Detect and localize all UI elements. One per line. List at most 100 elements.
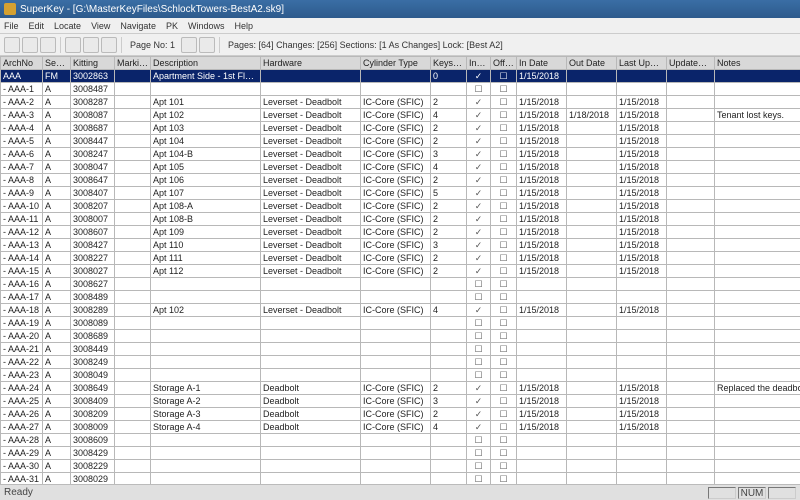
cell-in[interactable]	[517, 473, 567, 485]
cell-o[interactable]: ☐	[491, 395, 517, 408]
cell-s[interactable]: A	[43, 317, 71, 330]
cell-h[interactable]: Leverset - Deadbolt	[261, 122, 361, 135]
cell-out[interactable]	[567, 291, 617, 304]
cell-out[interactable]	[567, 83, 617, 96]
cell-h[interactable]: Leverset - Deadbolt	[261, 226, 361, 239]
cell-u[interactable]: ✓	[467, 395, 491, 408]
cell-h[interactable]: Deadbolt	[261, 421, 361, 434]
cell-o[interactable]: ☐	[491, 200, 517, 213]
cell-h[interactable]: Leverset - Deadbolt	[261, 187, 361, 200]
cell-s[interactable]: A	[43, 109, 71, 122]
cell-h[interactable]	[261, 83, 361, 96]
cell-k[interactable]: 3008687	[71, 122, 115, 135]
cell-a[interactable]: AAA	[1, 70, 43, 83]
cell-u[interactable]: ☐	[467, 83, 491, 96]
cell-out[interactable]	[567, 317, 617, 330]
table-row[interactable]: - AAA-1A3008487☐☐	[1, 83, 800, 96]
cell-m[interactable]	[115, 187, 151, 200]
cell-o[interactable]: ☐	[491, 148, 517, 161]
cell-m[interactable]	[115, 122, 151, 135]
cell-u[interactable]: ✓	[467, 187, 491, 200]
cell-c[interactable]: IC-Core (SFIC)	[361, 252, 431, 265]
cell-s[interactable]: A	[43, 265, 71, 278]
cell-out[interactable]	[567, 434, 617, 447]
table-row[interactable]: - AAA-21A3008449☐☐	[1, 343, 800, 356]
cell-kc[interactable]: 2	[431, 135, 467, 148]
cell-o[interactable]: ☐	[491, 265, 517, 278]
cell-u[interactable]: ☐	[467, 434, 491, 447]
cell-c[interactable]	[361, 330, 431, 343]
cell-d[interactable]: Apt 108-A	[151, 200, 261, 213]
cell-ub[interactable]	[667, 70, 715, 83]
cell-in[interactable]	[517, 434, 567, 447]
cell-o[interactable]: ☐	[491, 239, 517, 252]
cell-n[interactable]	[715, 408, 800, 421]
cell-o[interactable]: ☐	[491, 369, 517, 382]
cell-out[interactable]	[567, 265, 617, 278]
cell-lu[interactable]	[617, 83, 667, 96]
cell-ub[interactable]	[667, 135, 715, 148]
cell-h[interactable]	[261, 317, 361, 330]
cell-u[interactable]: ☐	[467, 447, 491, 460]
table-row[interactable]: - AAA-20A3008689☐☐	[1, 330, 800, 343]
cell-c[interactable]	[361, 369, 431, 382]
cell-c[interactable]: IC-Core (SFIC)	[361, 109, 431, 122]
cell-m[interactable]	[115, 473, 151, 485]
cell-s[interactable]: A	[43, 330, 71, 343]
cell-k[interactable]: 3008087	[71, 109, 115, 122]
cell-ub[interactable]	[667, 343, 715, 356]
tb-btn-4[interactable]	[65, 37, 81, 53]
cell-m[interactable]	[115, 174, 151, 187]
cell-h[interactable]: Leverset - Deadbolt	[261, 174, 361, 187]
cell-d[interactable]: Apt 103	[151, 122, 261, 135]
cell-lu[interactable]	[617, 447, 667, 460]
cell-u[interactable]: ☐	[467, 317, 491, 330]
cell-ub[interactable]	[667, 278, 715, 291]
cell-o[interactable]: ☐	[491, 109, 517, 122]
cell-ub[interactable]	[667, 447, 715, 460]
cell-h[interactable]: Deadbolt	[261, 395, 361, 408]
cell-ub[interactable]	[667, 356, 715, 369]
table-row[interactable]: - AAA-22A3008249☐☐	[1, 356, 800, 369]
cell-ub[interactable]	[667, 226, 715, 239]
cell-o[interactable]: ☐	[491, 252, 517, 265]
cell-s[interactable]: A	[43, 83, 71, 96]
cell-d[interactable]: Apt 107	[151, 187, 261, 200]
cell-lu[interactable]: 1/15/2018	[617, 382, 667, 395]
cell-u[interactable]: ✓	[467, 174, 491, 187]
cell-c[interactable]: IC-Core (SFIC)	[361, 304, 431, 317]
cell-n[interactable]	[715, 330, 800, 343]
cell-k[interactable]: 3008489	[71, 291, 115, 304]
cell-lu[interactable]: 1/15/2018	[617, 304, 667, 317]
cell-ub[interactable]	[667, 291, 715, 304]
cell-kc[interactable]	[431, 330, 467, 343]
cell-kc[interactable]: 2	[431, 96, 467, 109]
cell-n[interactable]	[715, 343, 800, 356]
cell-lu[interactable]: 1/15/2018	[617, 148, 667, 161]
cell-d[interactable]: Storage A-1	[151, 382, 261, 395]
cell-m[interactable]	[115, 395, 151, 408]
cell-m[interactable]	[115, 330, 151, 343]
cell-ub[interactable]	[667, 83, 715, 96]
cell-m[interactable]	[115, 291, 151, 304]
cell-k[interactable]: 3008287	[71, 96, 115, 109]
cell-m[interactable]	[115, 226, 151, 239]
cell-c[interactable]: IC-Core (SFIC)	[361, 135, 431, 148]
cell-o[interactable]: ☐	[491, 187, 517, 200]
cell-u[interactable]: ✓	[467, 161, 491, 174]
table-row[interactable]: - AAA-9A3008407Apt 107Leverset - Deadbol…	[1, 187, 800, 200]
cell-u[interactable]: ✓	[467, 226, 491, 239]
cell-a[interactable]: - AAA-1	[1, 83, 43, 96]
cell-m[interactable]	[115, 265, 151, 278]
cell-s[interactable]: A	[43, 239, 71, 252]
cell-h[interactable]	[261, 70, 361, 83]
cell-m[interactable]	[115, 70, 151, 83]
cell-d[interactable]	[151, 291, 261, 304]
cell-d[interactable]	[151, 317, 261, 330]
cell-d[interactable]: Apt 102	[151, 304, 261, 317]
cell-kc[interactable]: 3	[431, 148, 467, 161]
cell-n[interactable]	[715, 291, 800, 304]
cell-s[interactable]: A	[43, 460, 71, 473]
cell-lu[interactable]: 1/15/2018	[617, 109, 667, 122]
cell-lu[interactable]	[617, 356, 667, 369]
